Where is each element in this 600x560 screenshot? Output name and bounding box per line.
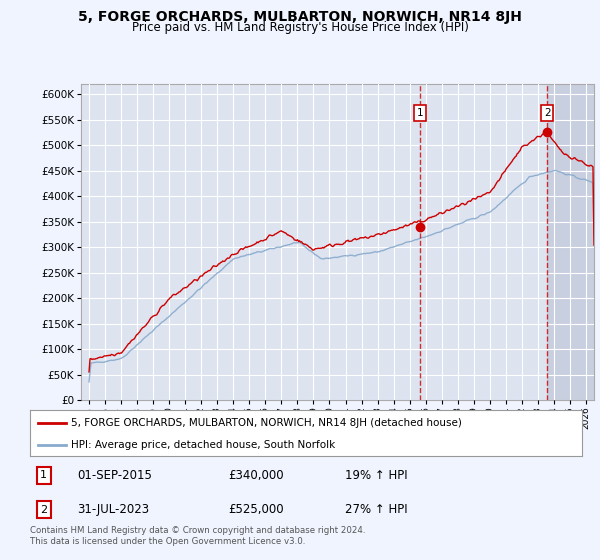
Text: £525,000: £525,000 <box>229 503 284 516</box>
Text: 1: 1 <box>417 108 424 118</box>
Text: 2: 2 <box>544 108 551 118</box>
Bar <box>547 84 594 400</box>
Text: 31-JUL-2023: 31-JUL-2023 <box>77 503 149 516</box>
Text: HPI: Average price, detached house, South Norfolk: HPI: Average price, detached house, Sout… <box>71 440 335 450</box>
Text: Price paid vs. HM Land Registry's House Price Index (HPI): Price paid vs. HM Land Registry's House … <box>131 21 469 34</box>
Text: 5, FORGE ORCHARDS, MULBARTON, NORWICH, NR14 8JH: 5, FORGE ORCHARDS, MULBARTON, NORWICH, N… <box>78 10 522 24</box>
Text: 27% ↑ HPI: 27% ↑ HPI <box>344 503 407 516</box>
Text: 5, FORGE ORCHARDS, MULBARTON, NORWICH, NR14 8JH (detached house): 5, FORGE ORCHARDS, MULBARTON, NORWICH, N… <box>71 418 462 428</box>
Text: 2: 2 <box>40 505 47 515</box>
Text: 01-SEP-2015: 01-SEP-2015 <box>77 469 152 482</box>
Text: 1: 1 <box>40 470 47 480</box>
Text: Contains HM Land Registry data © Crown copyright and database right 2024.
This d: Contains HM Land Registry data © Crown c… <box>30 526 365 546</box>
Text: 19% ↑ HPI: 19% ↑ HPI <box>344 469 407 482</box>
Bar <box>547 84 594 400</box>
Text: £340,000: £340,000 <box>229 469 284 482</box>
